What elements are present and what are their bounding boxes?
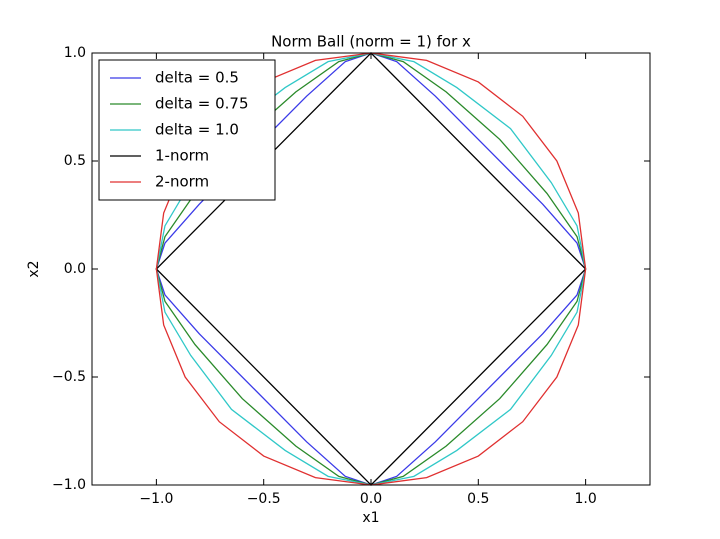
y-tick-label: 1.0 (64, 45, 86, 61)
x-axis-label: x1 (362, 510, 379, 526)
series-line (155, 52, 587, 486)
legend-label: delta = 0.5 (155, 69, 239, 87)
y-tick-label: −1.0 (52, 477, 86, 493)
x-tick-label: 0.5 (467, 491, 489, 507)
y-tick-label: −0.5 (52, 369, 86, 385)
legend-label: delta = 1.0 (155, 121, 239, 139)
y-axis-label: x2 (26, 260, 42, 277)
x-tick-label: −0.5 (247, 491, 281, 507)
x-tick-label: 1.0 (574, 491, 596, 507)
legend-label: delta = 0.75 (155, 95, 249, 113)
legend-label: 2-norm (155, 173, 209, 191)
y-tick-label: 0.5 (64, 153, 86, 169)
x-tick-label: −1.0 (139, 491, 173, 507)
x-tick-label: 0.0 (360, 491, 382, 507)
y-tick-label: 0.0 (64, 261, 86, 277)
chart-title: Norm Ball (norm = 1) for x (271, 33, 471, 51)
legend-label: 1-norm (155, 147, 209, 165)
